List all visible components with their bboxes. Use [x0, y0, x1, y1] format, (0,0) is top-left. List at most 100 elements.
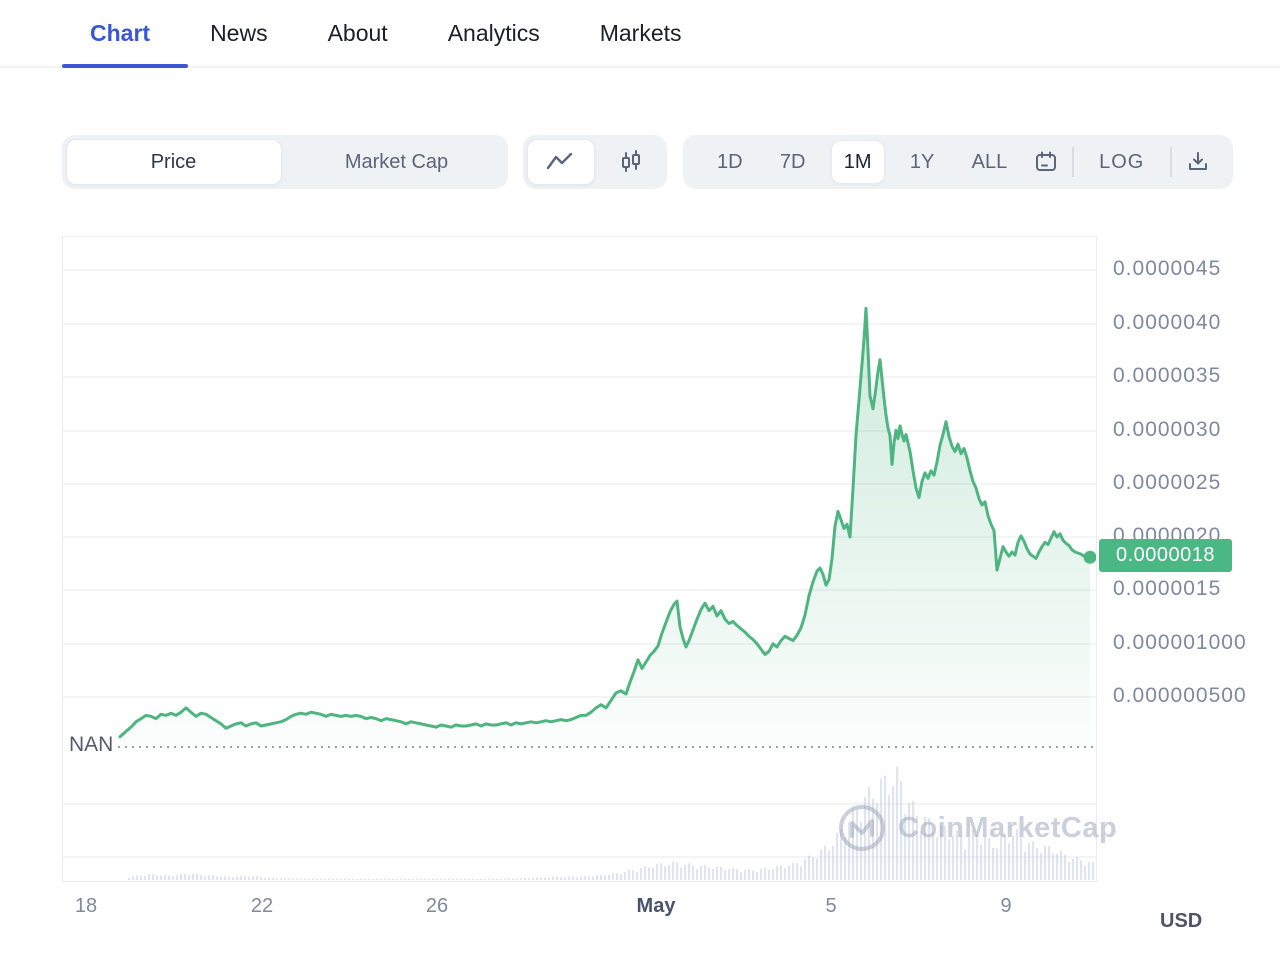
toolbar-divider [1071, 147, 1074, 177]
volume-bar [152, 874, 155, 880]
tab-bar: Chart News About Analytics Markets [0, 0, 1280, 68]
volume-bar [768, 869, 771, 880]
volume-bar [336, 879, 339, 880]
volume-bar [536, 877, 539, 880]
volume-bar [808, 855, 811, 880]
volume-bar [296, 878, 299, 880]
volume-bar [160, 875, 163, 880]
tab-news[interactable]: News [210, 19, 268, 46]
volume-bar [1076, 856, 1079, 880]
volume-bar [1056, 853, 1059, 880]
volume-bar [1036, 848, 1039, 880]
volume-bar [832, 845, 835, 880]
range-1d-button[interactable]: 1D [717, 151, 743, 173]
volume-bar [760, 869, 763, 880]
volume-bar [248, 876, 251, 880]
volume-bar [308, 879, 311, 880]
volume-bar [740, 872, 743, 880]
tab-analytics[interactable]: Analytics [447, 19, 540, 46]
volume-bar [272, 877, 275, 880]
volume-bar [212, 875, 215, 880]
tab-about[interactable]: About [327, 19, 388, 46]
volume-bar [928, 818, 931, 880]
log-scale-button[interactable]: LOG [1099, 151, 1145, 173]
toolbar-divider [1169, 147, 1172, 177]
metric-toggle-price[interactable]: Price [150, 150, 197, 173]
volume-bar [384, 879, 387, 880]
volume-bar [696, 869, 699, 880]
volume-bar [300, 878, 303, 880]
currency-label: USD [1160, 910, 1203, 932]
tab-markets[interactable]: Markets [599, 19, 682, 46]
tab-chart[interactable]: Chart [90, 19, 151, 46]
volume-bar [720, 866, 723, 880]
download-button[interactable] [1185, 149, 1211, 175]
volume-bar [400, 879, 403, 880]
volume-bar [148, 874, 151, 880]
volume-bar [600, 874, 603, 880]
volume-bar [276, 878, 279, 880]
metric-toggle-active-pill [66, 139, 282, 185]
volume-bar [912, 801, 915, 880]
volume-bar [672, 861, 675, 880]
baseline-label: NAN [69, 733, 114, 756]
volume-bar [544, 877, 547, 880]
volume-bar [856, 809, 859, 880]
volume-bar [976, 834, 979, 880]
volume-bar [580, 876, 583, 880]
price-area-fill [120, 308, 1090, 747]
volume-bar [872, 798, 875, 880]
price-line [118, 306, 1092, 739]
volume-bar [1088, 862, 1091, 880]
volume-bar [372, 878, 375, 880]
volume-bar [1028, 843, 1031, 880]
line-chart-button[interactable] [523, 135, 595, 189]
volume-bar [964, 849, 967, 880]
volume-bar [428, 879, 431, 880]
volume-bar [540, 877, 543, 880]
range-7d-button[interactable]: 7D [779, 151, 806, 173]
volume-bar [548, 877, 551, 880]
price-chart[interactable] [62, 236, 1097, 882]
candlestick-chart-button[interactable] [595, 135, 667, 189]
metric-toggle-market-cap[interactable]: Market Cap [344, 150, 449, 173]
volume-bar [200, 875, 203, 880]
volume-bar [776, 865, 779, 880]
volume-bar [1008, 843, 1011, 880]
volume-bar [588, 876, 591, 880]
volume-bar [752, 870, 755, 880]
volume-bar [180, 873, 183, 880]
volume-bar [512, 878, 515, 880]
volume-bar [1044, 845, 1047, 880]
y-axis-label-4.5: 0.0000045 [1113, 257, 1222, 280]
volume-bar [664, 866, 667, 880]
volume-bar [940, 825, 943, 880]
range-1y-button[interactable]: 1Y [909, 151, 935, 173]
volume-bar [924, 817, 927, 880]
current-price-badge: 0.0000018 [1099, 539, 1232, 572]
y-axis-label-1.5: 0.0000015 [1113, 577, 1222, 600]
volume-bar [624, 871, 627, 880]
volume-bar [168, 875, 171, 880]
volume-bar [132, 876, 135, 880]
volume-bar [504, 878, 507, 880]
volume-bar [668, 865, 671, 880]
volume-bar [1068, 862, 1071, 880]
volume-bar [472, 879, 475, 880]
volume-bar [332, 878, 335, 880]
volume-bar [564, 877, 567, 880]
volume-bar [1024, 851, 1027, 880]
volume-bar [368, 879, 371, 880]
volume-bar [228, 876, 231, 880]
volume-bar [220, 876, 223, 880]
range-1m-button[interactable]: 1M [830, 140, 885, 184]
volume-bar [188, 875, 191, 880]
volume-bar [320, 879, 323, 880]
volume-bar [904, 814, 907, 880]
volume-bar [184, 874, 187, 880]
volume-bar [772, 869, 775, 880]
calendar-button[interactable] [1033, 149, 1059, 175]
volume-bar [1000, 837, 1003, 880]
range-all-button[interactable]: ALL [971, 151, 1008, 173]
volume-bar [700, 865, 703, 880]
